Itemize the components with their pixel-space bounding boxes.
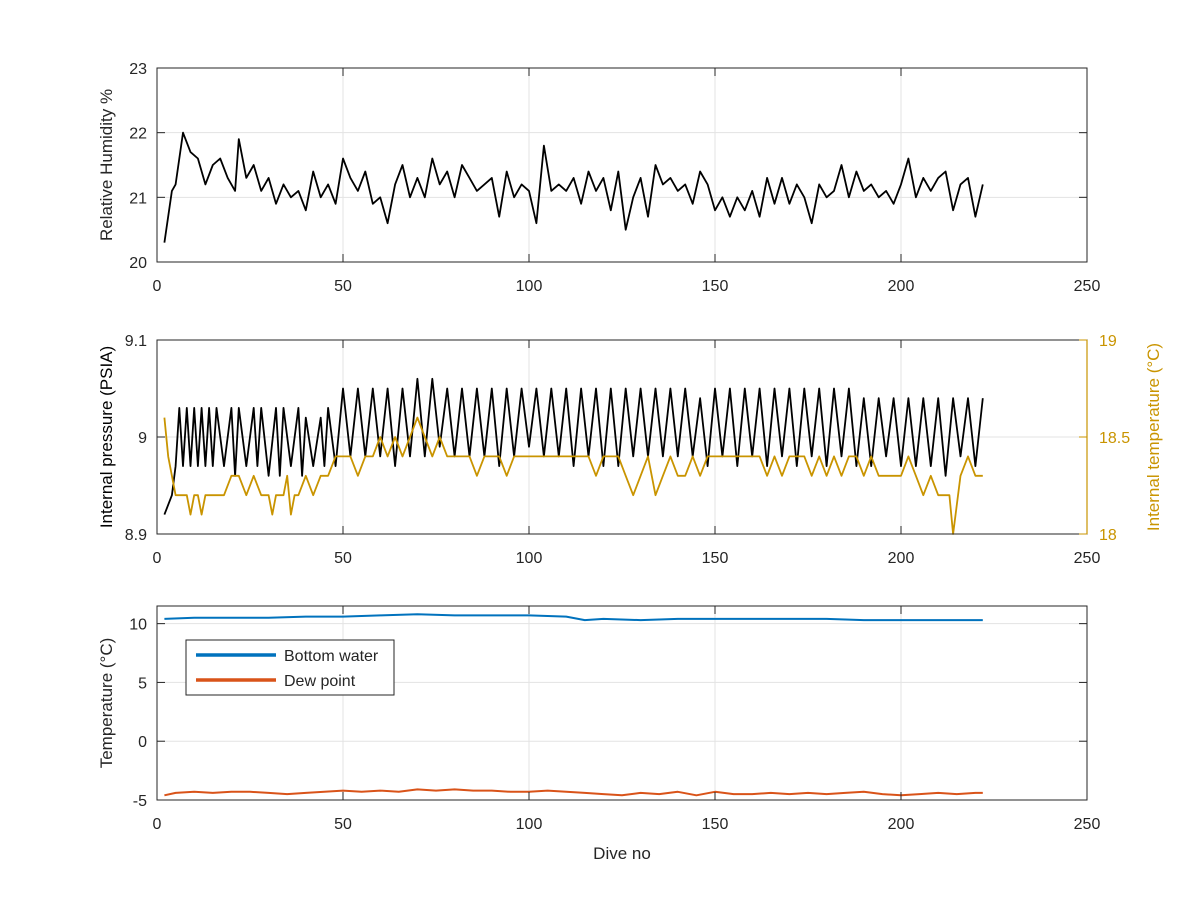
y-tick-label: 10 [129,617,147,634]
y-tick-label: 21 [129,190,147,207]
y-axis-label: Temperature (°C) [97,638,116,769]
y-tick-label: 9.1 [125,333,147,350]
x-tick-label: 150 [702,816,729,833]
y-axis-label: Internal pressure (PSIA) [97,346,116,528]
x-tick-label: 100 [516,278,543,295]
x-tick-label: 200 [888,550,915,567]
legend-box [185,639,395,696]
y-tick-label: 22 [129,126,147,143]
legend-label: Dew point [284,673,356,690]
y-tick-label: 8.9 [125,527,147,544]
y-tick-label: 5 [138,675,147,692]
y-tick-label: 23 [129,61,147,78]
x-tick-label: 100 [516,550,543,567]
chart-panel-2: 0 50 100 150 200 250 8.9 9 9.1 18 18.5 19 Internal t… [97,333,1163,567]
y-tick-label: 20 [129,255,147,272]
y-axis-label: Relative Humidity % [97,89,116,241]
chart-panel-1: 0 50 100 150 200 250 20 21 22 23 Relative Humidity… [97,61,1100,295]
plot-area [157,68,1087,262]
axes-box [156,605,1088,801]
y-tick-label: 9 [138,430,147,447]
x-tick-label: 0 [153,550,162,567]
series-line-2-2 [163,416,983,535]
x-tick-label: 50 [334,278,352,295]
y-tick-label: 0 [138,734,147,751]
x-tick-label: 250 [1074,278,1101,295]
x-tick-label: 0 [153,278,162,295]
y-right-tick-label: 18.5 [1099,430,1130,447]
series-line-2-1 [163,377,984,515]
x-tick-label: 150 [702,550,729,567]
plot-area [157,606,1087,800]
x-tick-label: 250 [1074,550,1101,567]
x-tick-label: 150 [702,278,729,295]
legend-label: Bottom water [284,648,379,665]
x-tick-label: 50 [334,550,352,567]
x-tick-label: 100 [516,816,543,833]
y-right-tick-label: 19 [1099,333,1117,350]
y-tick-label: -5 [133,793,147,810]
legend: Bottom water Dew point [185,639,395,696]
series-line-dew-point [164,788,983,797]
series-line-1-1 [163,131,984,243]
x-tick-label: 250 [1074,816,1101,833]
x-tick-label: 200 [888,816,915,833]
series-line-bottom-water [164,613,983,622]
y-axis-label-right: Internal temperature (°C) [1144,343,1163,531]
x-tick-label: 50 [334,816,352,833]
y-right-tick-label: 18 [1099,527,1117,544]
axes-box [156,67,1088,263]
chart-panel-3: 0 50 100 150 200 250 -5 0 5 10 Temperature (°C) Div… [97,605,1101,863]
x-axis-label: Dive no [593,844,651,863]
x-tick-label: 0 [153,816,162,833]
x-tick-label: 200 [888,278,915,295]
